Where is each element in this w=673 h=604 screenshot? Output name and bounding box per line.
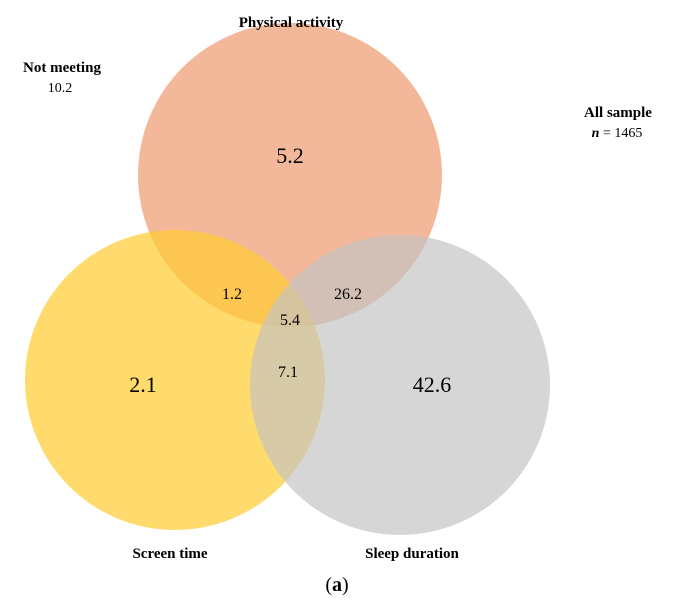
sample-n-symbol: n xyxy=(592,126,600,141)
region-sd-only: 42.6 xyxy=(413,372,452,397)
region-pa-st: 1.2 xyxy=(222,286,242,303)
region-all-three: 5.4 xyxy=(280,312,300,329)
physical-activity-label: Physical activity xyxy=(239,15,344,31)
not-meeting-value: 10.2 xyxy=(48,81,73,96)
region-st-sd: 7.1 xyxy=(278,364,298,381)
region-pa-sd: 26.2 xyxy=(334,286,362,303)
screen-time-circle xyxy=(25,230,325,530)
sleep-duration-circle xyxy=(250,235,550,535)
not-meeting-label: Not meeting xyxy=(23,60,101,76)
caption-close-paren: ) xyxy=(342,574,349,596)
screen-time-label: Screen time xyxy=(132,546,207,562)
sample-n-value: = 1465 xyxy=(599,126,642,141)
all-sample-label: All sample xyxy=(584,105,652,121)
region-st-only: 2.1 xyxy=(129,372,157,397)
sleep-duration-label: Sleep duration xyxy=(365,546,459,562)
caption-letter: a xyxy=(332,574,342,596)
sample-size: n = 1465 xyxy=(592,126,643,141)
caption-open-paren: ( xyxy=(325,574,332,596)
region-pa-only: 5.2 xyxy=(276,143,304,168)
figure-caption: (a) xyxy=(325,574,348,596)
